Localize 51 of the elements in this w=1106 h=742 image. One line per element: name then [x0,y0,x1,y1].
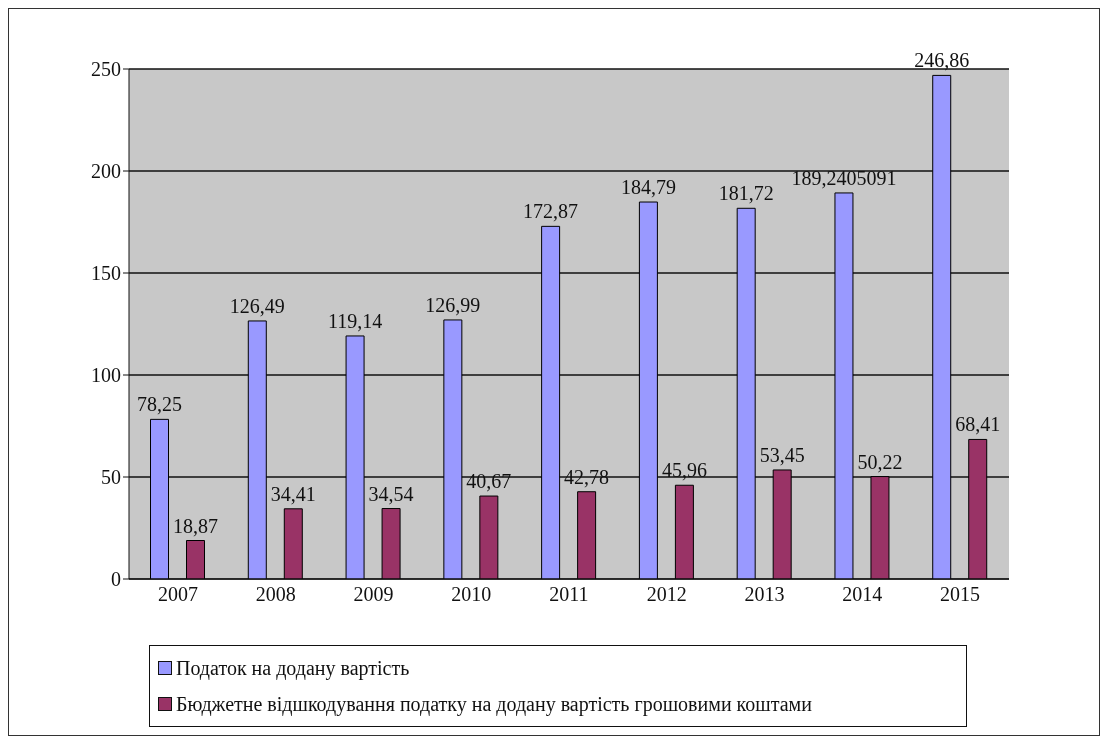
y-tick-label: 0 [111,568,121,591]
data-label: 126,99 [425,293,481,316]
bar [247,320,267,579]
bar [283,508,303,579]
bar [381,508,401,579]
y-tick-label: 250 [91,58,121,81]
data-label: 50,22 [857,450,903,473]
x-tick-label: 2007 [157,583,198,606]
bar [834,192,854,579]
data-label: 78,25 [137,393,183,416]
data-label: 34,41 [270,482,316,505]
data-label: 68,41 [955,413,1001,436]
bar [736,207,756,579]
data-label: 45,96 [661,459,707,482]
bar [638,201,658,579]
bar [870,476,890,579]
legend-label: Податок на додану вартість [176,656,410,682]
x-tick-label: 2008 [255,583,296,606]
bar [772,469,792,579]
bar [577,491,597,579]
bar [932,74,952,579]
x-tick-label: 2013 [744,583,785,606]
bar [186,540,206,579]
x-tick-label: 2012 [646,583,687,606]
x-tick-label: 2010 [451,583,492,606]
x-tick-label: 2014 [842,583,883,606]
data-label: 181,72 [718,182,774,205]
y-tick-label: 200 [91,160,121,183]
data-label: 119,14 [327,309,383,332]
legend-label: Бюджетне відшкодування податку на додану вартість грошовими коштами [176,692,812,718]
data-label: 172,87 [523,200,579,223]
data-label: 184,79 [620,176,676,199]
x-tick-label: 2015 [940,583,981,606]
y-tick-label: 100 [91,364,121,387]
bar [541,225,561,579]
bar [150,418,170,579]
data-label: 189,2405091 [791,166,897,189]
bar [968,438,988,579]
bar [674,484,694,579]
data-label: 18,87 [173,514,219,537]
data-label: 53,45 [759,443,805,466]
y-tick-label: 50 [101,466,121,489]
data-label: 34,54 [368,482,414,505]
data-label: 246,86 [914,49,970,72]
bar [443,319,463,579]
bar [479,495,499,579]
x-tick-label: 2011 [549,583,589,606]
y-tick-label: 150 [91,262,121,285]
bar [345,335,365,579]
data-label: 126,49 [229,294,285,317]
x-tick-label: 2009 [353,583,394,606]
